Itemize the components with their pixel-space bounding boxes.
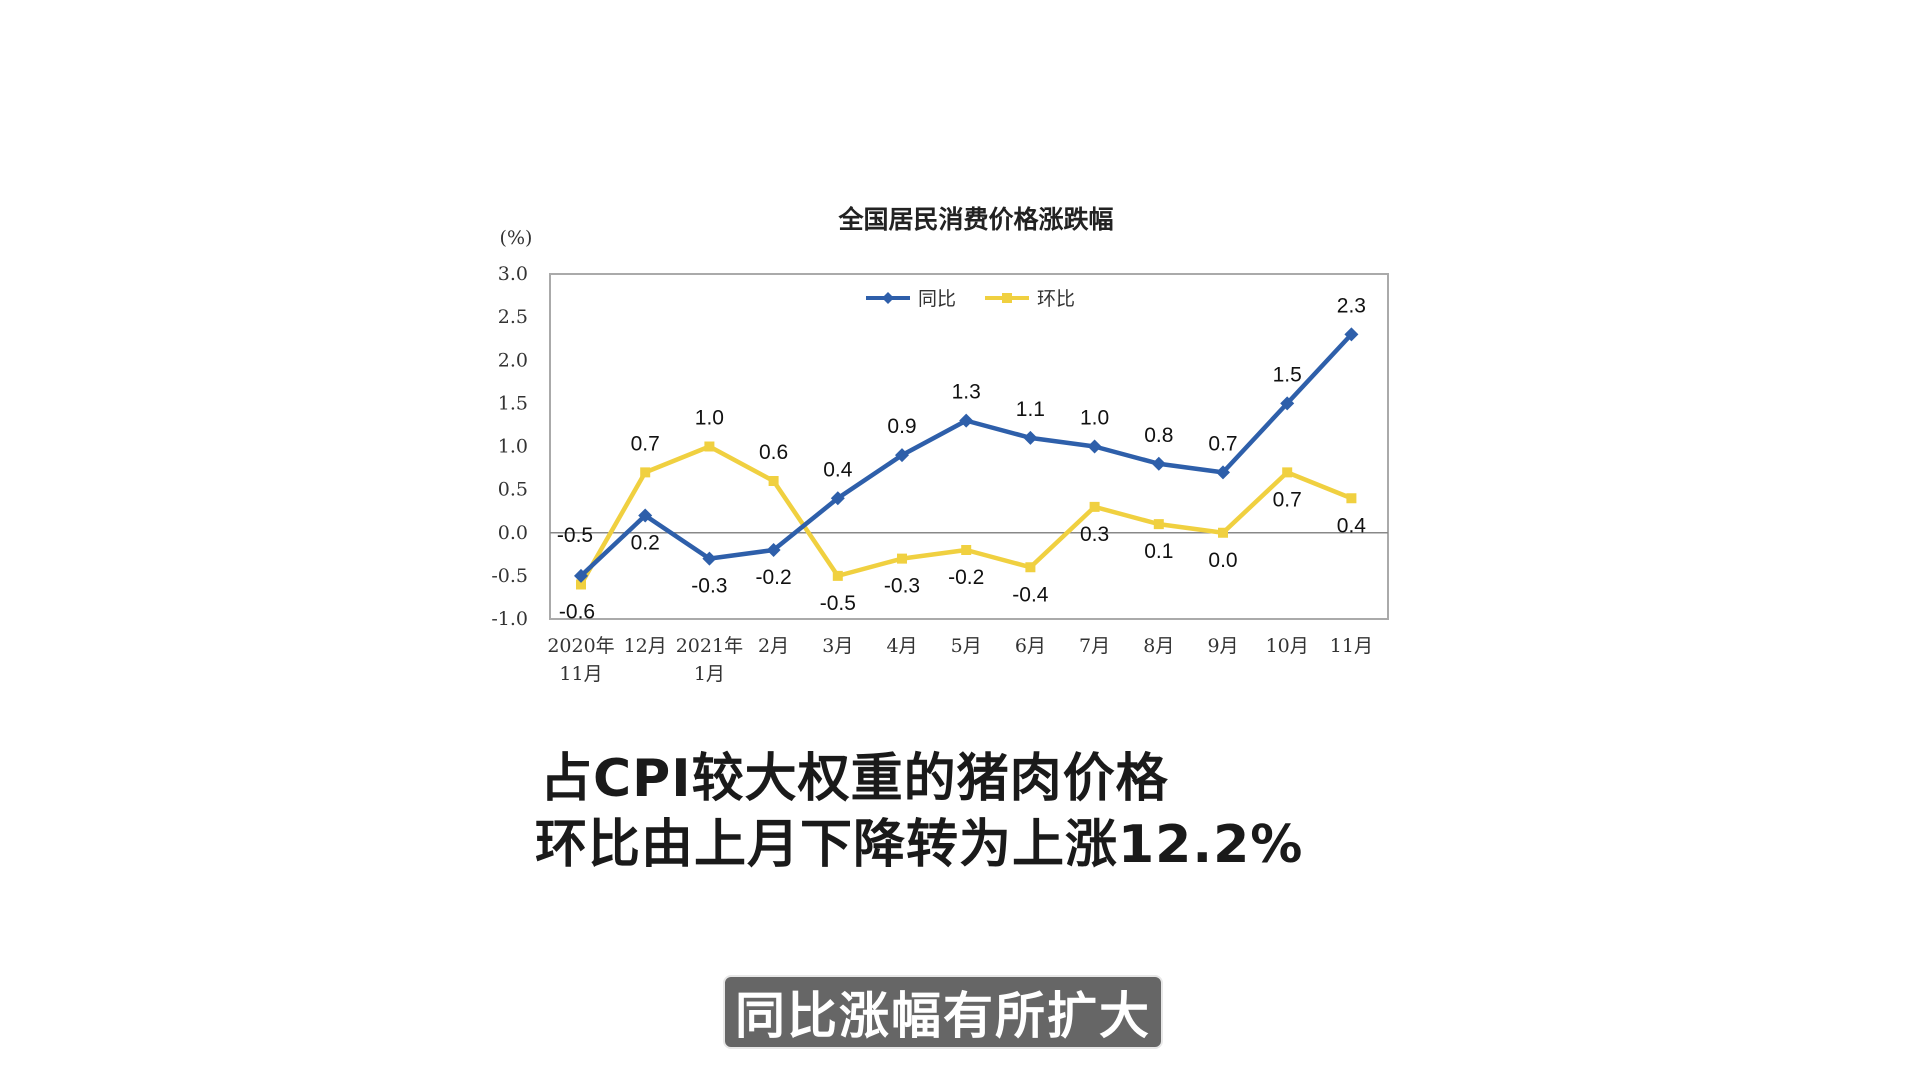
caption-line-2: 环比由上月下降转为上涨12.2%	[535, 815, 1304, 875]
data-label-yoy: 2.3	[1337, 294, 1366, 317]
y-axis-ticks: 3.0 2.5 2.0 1.5 1.0 0.5 0.0 -0.5 -1.0	[491, 263, 528, 630]
data-label-yoy: -0.5	[557, 524, 593, 547]
x-tick-label: 6月	[1015, 635, 1046, 657]
data-label-yoy: 1.1	[1016, 398, 1045, 421]
x-tick-label: 11月	[1330, 635, 1373, 657]
data-label-yoy: -0.2	[756, 566, 792, 589]
subtitle-text: 同比涨幅有所扩大	[735, 987, 1151, 1045]
data-label-mom: 0.1	[1144, 540, 1173, 563]
data-label-yoy: 0.2	[631, 532, 660, 555]
legend-label-mom: 环比	[1037, 288, 1075, 310]
data-label-mom: -0.2	[948, 566, 984, 589]
y-tick-label: 2.0	[498, 349, 528, 371]
point-mom	[768, 476, 779, 486]
data-label-mom: -0.4	[1012, 583, 1049, 606]
x-tick-label: 3月	[822, 635, 853, 657]
x-tick-label: 2月	[758, 635, 789, 657]
y-tick-label: 2.5	[498, 306, 528, 328]
point-yoy	[1344, 327, 1359, 342]
data-label-mom: 0.3	[1080, 523, 1109, 546]
point-mom	[1346, 493, 1357, 504]
point-yoy	[766, 543, 781, 557]
x-tick-label: 5月	[951, 635, 982, 657]
data-label-mom: -0.6	[559, 601, 595, 624]
point-yoy	[702, 551, 717, 566]
x-tick-label: 7月	[1079, 635, 1110, 657]
point-mom	[1089, 501, 1100, 512]
point-mom	[1218, 527, 1228, 538]
series-layer	[574, 327, 1359, 590]
point-yoy	[1023, 430, 1038, 445]
legend-label-yoy: 同比	[918, 288, 956, 310]
plot-area-frame	[549, 273, 1389, 620]
data-label-yoy: 0.8	[1144, 424, 1173, 447]
data-label-yoy: 0.7	[1208, 432, 1237, 455]
y-tick-label: -1.0	[491, 608, 528, 630]
point-mom	[576, 579, 586, 590]
data-label-mom: 0.4	[1337, 514, 1367, 537]
point-mom	[640, 467, 651, 478]
point-yoy	[574, 568, 588, 583]
caption-line-1: 占CPI较大权重的猪肉价格	[540, 749, 1169, 809]
point-yoy	[1151, 456, 1166, 471]
data-label-mom: 1.0	[695, 407, 724, 430]
point-mom	[1282, 467, 1293, 478]
data-label-yoy: 1.0	[1080, 407, 1109, 430]
point-yoy	[959, 413, 974, 428]
data-labels-layer: -0.5 0.2 -0.3 -0.2 0.4 0.9 1.3 1.1 1.0 0.8 0.7 1.5 2…	[557, 294, 1366, 623]
point-yoy	[1216, 465, 1230, 480]
data-label-mom: -0.3	[884, 575, 920, 598]
subtitle-box: 同比涨幅有所扩大	[723, 975, 1163, 1049]
y-axis-unit-label: (%)	[500, 227, 533, 249]
data-label-yoy: 0.4	[823, 458, 853, 481]
data-label-mom: -0.5	[820, 592, 856, 615]
data-label-mom: 0.7	[1273, 488, 1302, 511]
y-tick-label: 1.5	[498, 392, 528, 414]
x-tick-label: 4月	[886, 635, 917, 657]
point-mom	[1153, 519, 1164, 530]
data-label-yoy: 1.5	[1273, 363, 1302, 386]
x-axis-ticks: 2020年 11月 12月 2021年 1月 2月 3月 4月 5月 6月 7月 8月 9月 10月 11月	[547, 635, 1373, 685]
y-tick-label: -0.5	[491, 565, 528, 587]
y-tick-label: 1.0	[498, 436, 528, 458]
legend: 同比 环比	[866, 288, 1075, 310]
x-tick-label: 12月	[624, 635, 667, 657]
x-tick-label: 2021年	[676, 635, 743, 657]
x-tick-label: 1月	[694, 663, 725, 685]
point-mom	[704, 441, 715, 452]
legend-marker	[1002, 293, 1012, 303]
legend-marker	[882, 292, 894, 304]
x-tick-label: 10月	[1266, 635, 1309, 657]
data-label-mom: 0.6	[759, 441, 788, 464]
x-tick-label: 8月	[1143, 635, 1174, 657]
point-yoy	[895, 448, 909, 463]
chart-title: 全国居民消费价格涨跌幅	[837, 205, 1113, 234]
x-tick-label: 9月	[1207, 635, 1238, 657]
point-mom	[961, 545, 972, 555]
point-mom	[897, 553, 907, 564]
y-tick-label: 0.0	[498, 522, 528, 544]
data-label-mom: 0.0	[1208, 549, 1237, 572]
data-label-yoy: -0.3	[691, 575, 727, 598]
data-label-mom: 0.7	[631, 432, 660, 455]
y-tick-label: 3.0	[498, 263, 528, 285]
data-label-yoy: 0.9	[887, 415, 916, 438]
data-label-yoy: 1.3	[952, 381, 981, 404]
y-tick-label: 0.5	[498, 479, 528, 501]
point-mom	[1025, 562, 1036, 573]
point-yoy	[638, 508, 653, 523]
x-tick-label: 11月	[559, 663, 602, 685]
point-yoy	[1280, 396, 1295, 411]
point-yoy	[830, 491, 845, 506]
point-yoy	[1087, 439, 1102, 454]
point-mom	[832, 570, 843, 581]
x-tick-label: 2020年	[547, 635, 614, 657]
